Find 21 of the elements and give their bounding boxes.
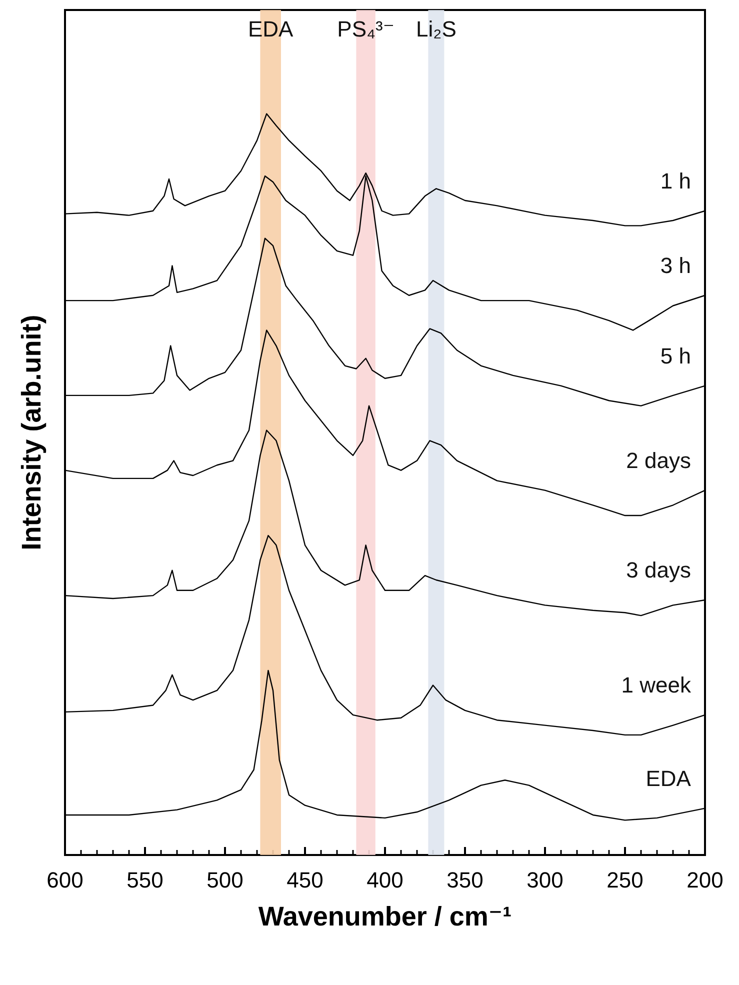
x-tick-label: 450 [286,868,324,892]
x-axis-title: Wavenumber / cm⁻¹ [258,902,512,932]
band-label: Li₂S [416,16,456,42]
x-tick-label: 250 [606,868,644,892]
x-tick-label: 600 [46,868,84,892]
series-label: 3 days [626,558,691,583]
series-label: 3 h [660,252,691,278]
series-label: 2 days [626,448,691,473]
x-tick-label: 550 [126,868,164,892]
band-label: PS₄³⁻ [337,16,394,42]
band-label: EDA [248,16,294,42]
x-tick-label: 500 [206,868,244,892]
series-label: 1 h [660,168,691,194]
series-label: EDA [646,766,692,791]
series-label: 5 h [660,343,691,368]
x-tick-label: 300 [526,868,564,892]
x-tick-label: 200 [686,868,724,892]
x-tick-label: 400 [366,868,404,892]
y-axis-title: Intensity (arb.unit) [16,314,46,550]
series-label: 1 week [621,672,692,698]
x-tick-label: 350 [446,868,484,892]
